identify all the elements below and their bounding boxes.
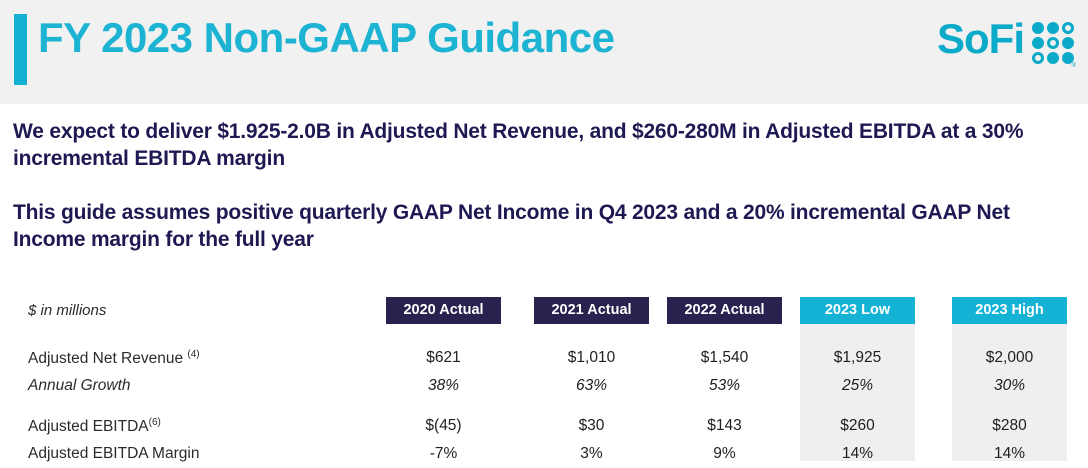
logo-dot [1047, 52, 1059, 64]
table-row-annual-growth: Annual Growth 38% 63% 53% 25% 30% [28, 372, 1088, 400]
slide-header: FY 2023 Non-GAAP Guidance SoFi ® [0, 0, 1088, 104]
row-label-text: Annual Growth [28, 377, 131, 395]
value-2021-growth: 63% [575, 377, 608, 395]
value-2023-low-ebitda: $260 [840, 417, 875, 435]
value-2021-ebitda: $30 [578, 417, 605, 435]
logo-dot [1047, 22, 1059, 34]
value-2022-margin: 9% [713, 445, 736, 463]
value-2021-margin: 3% [580, 445, 603, 463]
registered-trademark-mark: ® [1071, 63, 1076, 69]
column-header-2023-low: 2023 Low [800, 297, 915, 325]
value-2023-high-growth: 30% [993, 377, 1026, 395]
logo-dot [1047, 37, 1059, 49]
row-label-text: Adjusted EBITDA Margin [28, 445, 200, 463]
value-2022-growth: 53% [708, 377, 741, 395]
logo-dot [1032, 52, 1044, 64]
row-label-text: Adjusted EBITDA [28, 417, 149, 435]
sofi-dot-grid-icon: ® [1032, 22, 1076, 69]
column-header-2023-high: 2023 High [952, 297, 1067, 325]
value-2023-high-revenue: $2,000 [985, 349, 1034, 367]
page-title: FY 2023 Non-GAAP Guidance [38, 14, 615, 61]
value-2023-low-revenue: $1,925 [833, 349, 882, 367]
column-header-2021-actual: 2021 Actual [534, 297, 649, 325]
sofi-logo: SoFi ® [937, 15, 1076, 70]
sofi-logo-text: SoFi [937, 15, 1025, 62]
logo-dot [1032, 37, 1044, 49]
value-2022-revenue: $1,540 [700, 349, 749, 367]
value-2022-ebitda: $143 [707, 417, 742, 435]
row-label-adjusted-net-revenue: Adjusted Net Revenue (4) [28, 349, 386, 368]
value-2023-high-margin: 14% [993, 445, 1026, 463]
row-label-adjusted-ebitda-margin: Adjusted EBITDA Margin [28, 445, 386, 463]
column-highlight-2023-low [800, 324, 915, 462]
row-label-adjusted-ebitda: Adjusted EBITDA(6) [28, 417, 386, 436]
table-row-adjusted-ebitda-margin: Adjusted EBITDA Margin -7% 3% 9% 14% 14% [28, 440, 1088, 468]
guidance-paragraph-revenue: We expect to deliver $1.925-2.0B in Adju… [13, 120, 1024, 171]
table-row-adjusted-ebitda: Adjusted EBITDA(6) $(45) $30 $143 $260 $… [28, 412, 1088, 440]
logo-dot [1062, 37, 1074, 49]
logo-dot [1032, 22, 1044, 34]
value-2020-revenue: $621 [426, 349, 461, 367]
logo-dot [1062, 52, 1074, 64]
value-2020-ebitda: $(45) [425, 417, 462, 435]
value-2023-low-growth: 25% [841, 377, 874, 395]
footnote-marker: (6) [148, 416, 161, 428]
footnote-marker: (4) [187, 348, 200, 360]
table-header-row: $ in millions 2020 Actual 2021 Actual 20… [28, 297, 1088, 325]
row-label-annual-growth: Annual Growth [28, 377, 386, 395]
value-2020-growth: 38% [427, 377, 460, 395]
column-header-2022-actual: 2022 Actual [667, 297, 782, 325]
value-2023-low-margin: 14% [841, 445, 874, 463]
logo-dot [1062, 22, 1074, 34]
title-accent-bar [14, 14, 27, 85]
column-header-2020-actual: 2020 Actual [386, 297, 501, 325]
guidance-summary: We expect to deliver $1.925-2.0B in Adju… [0, 104, 1088, 253]
value-2021-revenue: $1,010 [567, 349, 616, 367]
column-highlight-2023-high [952, 324, 1067, 462]
units-label: $ in millions [28, 302, 107, 320]
table-row-adjusted-net-revenue: Adjusted Net Revenue (4) $621 $1,010 $1,… [28, 344, 1088, 372]
guidance-table: $ in millions 2020 Actual 2021 Actual 20… [0, 297, 1088, 468]
value-2020-margin: -7% [429, 445, 458, 463]
row-label-text: Adjusted Net Revenue [28, 349, 188, 367]
value-2023-high-ebitda: $280 [992, 417, 1027, 435]
guidance-paragraph-gaap: This guide assumes positive quarterly GA… [13, 200, 1010, 251]
